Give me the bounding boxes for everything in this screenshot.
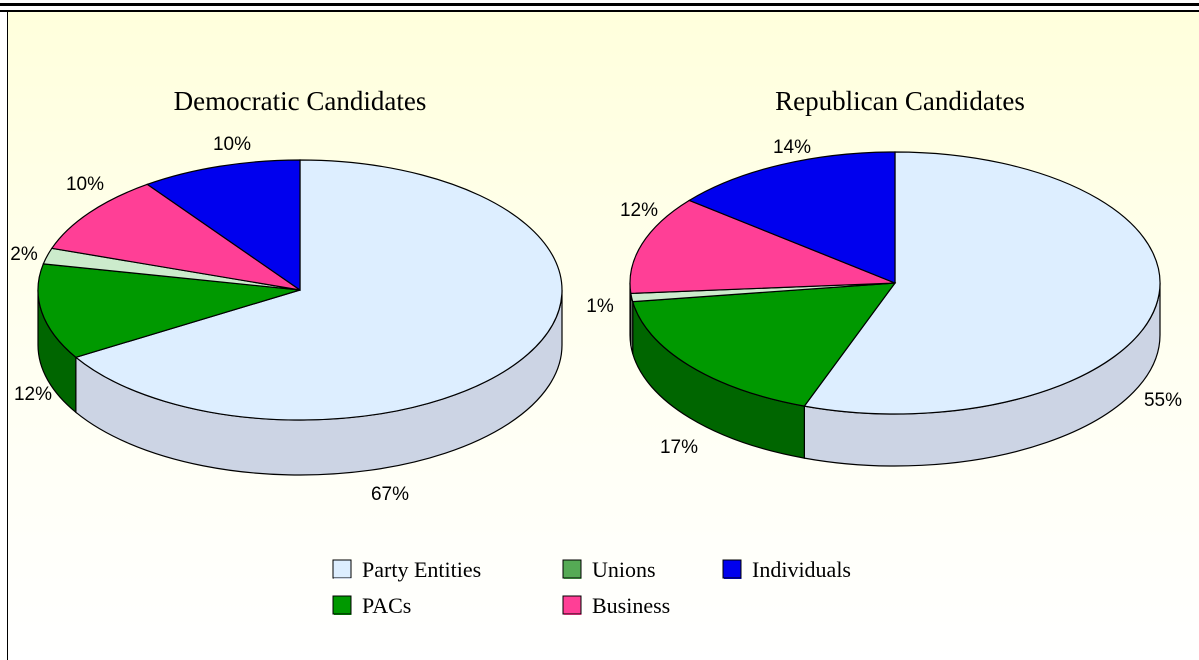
legend-swatch-party-entities bbox=[332, 559, 352, 579]
legend-swatch-unions bbox=[562, 559, 582, 579]
pie-democratic-candidates: Democratic Candidates 67% 12% 2% 10% 10% bbox=[10, 86, 563, 505]
legend-item-pacs: PACs bbox=[332, 593, 411, 618]
top-border-rule-inner bbox=[0, 10, 1199, 12]
data-label-unions: 1% bbox=[586, 296, 614, 317]
data-label-business: 12% bbox=[620, 200, 658, 221]
pie-republican-candidates: Republican Candidates 55% 17% 1% 12% 14% bbox=[586, 86, 1182, 467]
legend-item-unions: Unions bbox=[562, 557, 656, 582]
left-border-rule bbox=[7, 12, 8, 660]
data-label-individuals: 10% bbox=[213, 134, 251, 155]
legend: Party Entities Unions Individuals PACs Busin… bbox=[332, 557, 851, 618]
pie-slice-pacs bbox=[37, 263, 301, 358]
pie-slice-individuals bbox=[687, 151, 896, 284]
legend-label-unions: Unions bbox=[592, 557, 656, 582]
legend-swatch-pacs bbox=[332, 595, 352, 615]
pie-slice-business bbox=[629, 199, 896, 295]
legend-label-business: Business bbox=[592, 593, 670, 618]
legend-label-pacs: PACs bbox=[362, 593, 411, 618]
pie-slice-individuals bbox=[146, 159, 301, 292]
legend-label-individuals: Individuals bbox=[752, 557, 851, 582]
legend-item-party-entities: Party Entities bbox=[332, 557, 481, 582]
data-label-party-entities: 55% bbox=[1144, 390, 1182, 411]
data-label-business: 10% bbox=[66, 174, 104, 195]
pie-slice-party-entities bbox=[74, 159, 563, 421]
legend-swatch-individuals bbox=[722, 559, 742, 579]
pie-slice-pacs bbox=[631, 282, 897, 407]
legend-swatch-business bbox=[562, 595, 582, 615]
data-label-unions: 2% bbox=[10, 244, 38, 265]
pie-title: Democratic Candidates bbox=[174, 86, 427, 116]
pie-title: Republican Candidates bbox=[775, 86, 1025, 116]
top-border-rule bbox=[0, 3, 1199, 6]
legend-label-party-entities: Party Entities bbox=[362, 557, 481, 582]
data-label-pacs: 17% bbox=[660, 437, 698, 458]
pie-slice-business bbox=[50, 183, 301, 291]
legend-item-individuals: Individuals bbox=[722, 557, 851, 582]
data-label-party-entities: 67% bbox=[371, 484, 409, 505]
legend-item-business: Business bbox=[562, 593, 670, 618]
data-label-pacs: 12% bbox=[14, 384, 52, 405]
pie-slice-party-entities bbox=[803, 151, 1161, 415]
data-label-individuals: 14% bbox=[773, 137, 811, 158]
